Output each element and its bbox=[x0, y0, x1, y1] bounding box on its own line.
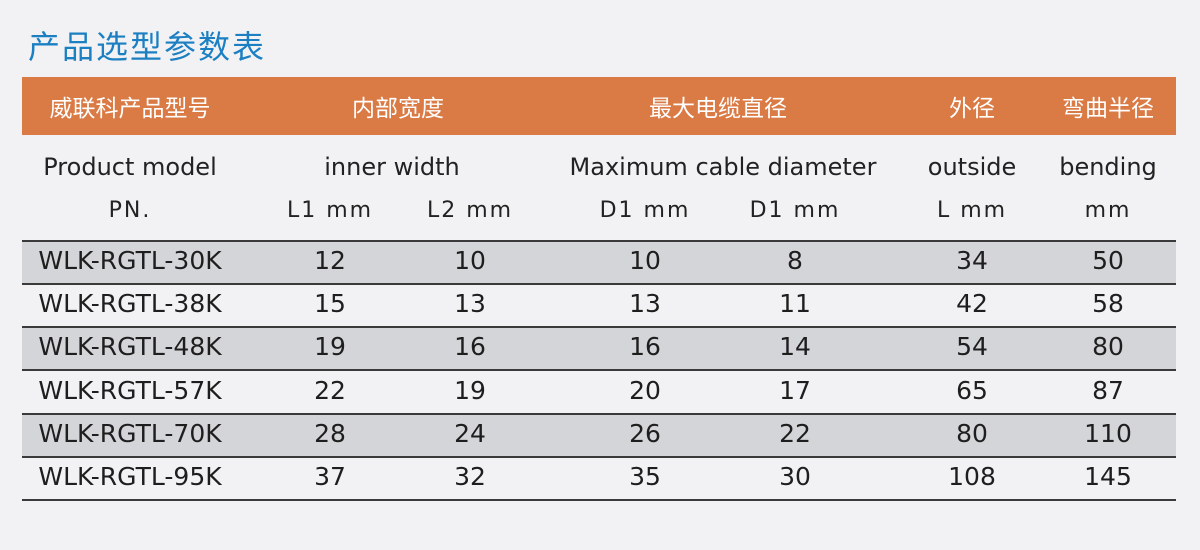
table-row: WLK-RGTL-70K 28 24 26 22 80 110 bbox=[22, 414, 1176, 458]
page-title: 产品选型参数表 bbox=[28, 28, 267, 66]
cell-l: 80 bbox=[956, 418, 988, 448]
cell-l1: 22 bbox=[314, 375, 346, 405]
cell-d1-b: 14 bbox=[779, 332, 811, 362]
cell-d1-b: 22 bbox=[779, 418, 811, 448]
table-row: WLK-RGTL-38K 15 13 13 11 42 58 bbox=[22, 285, 1176, 329]
cell-d1-a: 13 bbox=[629, 289, 661, 319]
cell-d1-b: 30 bbox=[779, 462, 811, 491]
cell-l1: 28 bbox=[314, 418, 346, 448]
unit-l2: L2 mm bbox=[426, 198, 514, 223]
cell-l1: 15 bbox=[314, 289, 346, 319]
table-row: WLK-RGTL-57K 22 19 20 17 65 87 bbox=[22, 372, 1176, 415]
cell-bending: 50 bbox=[1092, 246, 1124, 275]
cell-d1-a: 20 bbox=[629, 375, 661, 405]
unit-l1: L1 mm bbox=[286, 198, 374, 223]
cell-l: 65 bbox=[956, 375, 988, 405]
unit-bending: mm bbox=[1084, 198, 1132, 223]
cell-l2: 32 bbox=[454, 462, 486, 491]
cell-model: WLK-RGTL-38K bbox=[38, 289, 222, 319]
cell-model: WLK-RGTL-48K bbox=[38, 332, 222, 362]
cell-l: 34 bbox=[956, 246, 988, 275]
header-cn-model: 威联科产品型号 bbox=[49, 96, 211, 122]
cell-l2: 16 bbox=[454, 332, 486, 362]
unit-d1-a: D1 mm bbox=[599, 198, 691, 223]
cell-l1: 37 bbox=[314, 462, 346, 491]
cell-bending: 145 bbox=[1084, 462, 1132, 491]
cell-l: 108 bbox=[948, 462, 996, 491]
cell-l1: 19 bbox=[314, 332, 346, 362]
cell-d1-a: 26 bbox=[629, 418, 661, 448]
cell-l2: 10 bbox=[454, 246, 486, 275]
header-band bbox=[22, 77, 1176, 135]
header-en-model: Product model bbox=[43, 153, 217, 181]
header-cn-max-cable-diameter: 最大电缆直径 bbox=[649, 96, 787, 122]
cell-model: WLK-RGTL-30K bbox=[38, 246, 222, 275]
cell-model: WLK-RGTL-95K bbox=[38, 462, 222, 491]
header-en-max-cable-diameter: Maximum cable diameter bbox=[569, 153, 877, 181]
unit-l: L mm bbox=[936, 198, 1008, 223]
cell-d1-a: 10 bbox=[629, 246, 661, 275]
cell-model: WLK-RGTL-70K bbox=[38, 418, 222, 448]
cell-l1: 12 bbox=[314, 246, 346, 275]
header-en-bending: bending bbox=[1059, 153, 1157, 181]
cell-l2: 13 bbox=[454, 289, 486, 319]
unit-pn: PN. bbox=[108, 198, 152, 223]
cell-d1-a: 35 bbox=[629, 462, 661, 491]
unit-d1-b: D1 mm bbox=[749, 198, 841, 223]
header-en-inner-width: inner width bbox=[324, 153, 460, 181]
cell-bending: 58 bbox=[1092, 289, 1124, 319]
cell-l: 54 bbox=[956, 332, 988, 362]
cell-d1-b: 17 bbox=[779, 375, 811, 405]
cell-d1-b: 11 bbox=[779, 289, 811, 319]
cell-l: 42 bbox=[956, 289, 988, 319]
cell-bending: 110 bbox=[1084, 418, 1132, 448]
header-cn-inner-width: 内部宽度 bbox=[352, 96, 444, 122]
cell-l2: 19 bbox=[454, 375, 486, 405]
header-en-outside: outside bbox=[927, 153, 1017, 181]
cell-bending: 80 bbox=[1092, 332, 1124, 362]
table-row: WLK-RGTL-95K 37 32 35 30 108 145 bbox=[22, 458, 1176, 501]
header-cn-bending: 弯曲半径 bbox=[1062, 96, 1154, 122]
cell-bending: 87 bbox=[1092, 375, 1124, 405]
cell-d1-b: 8 bbox=[787, 246, 803, 275]
header-cn-outside: 外径 bbox=[949, 96, 995, 122]
cell-model: WLK-RGTL-57K bbox=[38, 375, 222, 405]
table-row: WLK-RGTL-30K 12 10 10 8 34 50 bbox=[22, 242, 1176, 285]
table-top-rule bbox=[22, 240, 1176, 242]
cell-l2: 24 bbox=[454, 418, 486, 448]
cell-d1-a: 16 bbox=[629, 332, 661, 362]
table-row: WLK-RGTL-48K 19 16 16 14 54 80 bbox=[22, 328, 1176, 372]
